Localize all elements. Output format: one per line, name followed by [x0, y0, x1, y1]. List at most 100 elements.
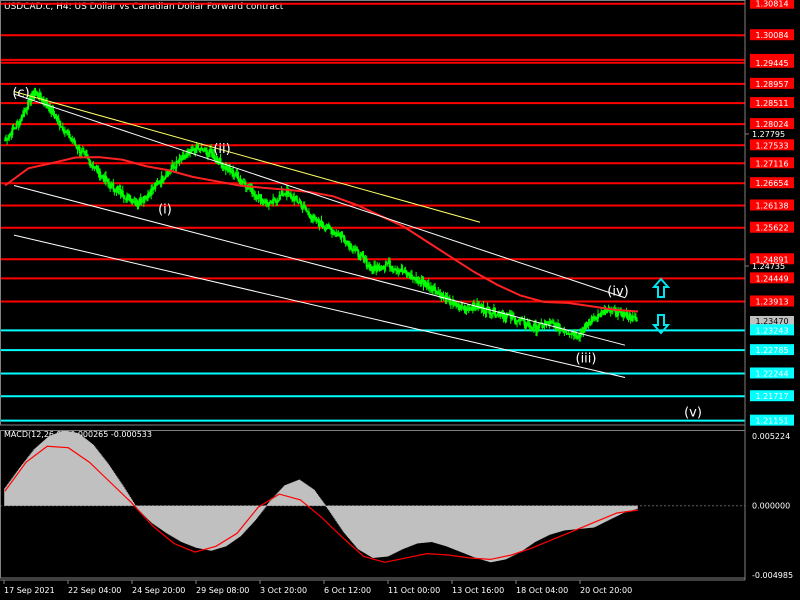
- macd-bar: [311, 488, 313, 506]
- candle-body: [230, 170, 233, 173]
- macd-bar: [476, 505, 478, 559]
- wave-label: (iv): [607, 285, 628, 300]
- candle-body: [353, 249, 356, 251]
- macd-bar: [100, 455, 103, 506]
- macd-bar: [114, 474, 117, 506]
- macd-bar: [623, 505, 626, 513]
- candle-body: [256, 198, 259, 200]
- candle-body: [571, 332, 574, 334]
- candle-body: [183, 155, 186, 158]
- candle-body: [254, 195, 257, 197]
- candle-body: [341, 235, 344, 237]
- resistance-level-tag-label: 1.26138: [755, 201, 788, 210]
- macd-bar: [390, 505, 392, 555]
- candle-body: [503, 314, 506, 318]
- candle-body: [117, 188, 120, 190]
- candle-body: [541, 324, 544, 329]
- macd-bar: [554, 505, 556, 534]
- macd-bar: [56, 432, 59, 506]
- macd-bar: [503, 505, 506, 560]
- macd-bar: [31, 451, 34, 506]
- macd-bar: [398, 505, 401, 551]
- macd-bar: [625, 505, 628, 513]
- candle-body: [37, 96, 40, 99]
- candle-body: [502, 314, 505, 318]
- macd-bar: [386, 505, 389, 557]
- candle-body: [216, 158, 219, 162]
- macd-bar: [99, 454, 102, 506]
- macd-bar: [527, 505, 530, 547]
- candle-body: [215, 158, 218, 160]
- candle-body: [283, 193, 286, 195]
- macd-bar: [424, 505, 427, 543]
- candle-body: [614, 308, 617, 317]
- candle-body: [105, 179, 108, 182]
- candle-body: [390, 266, 393, 269]
- candle-body: [393, 269, 396, 271]
- candle-body: [134, 201, 137, 205]
- macd-bar: [96, 450, 99, 506]
- candle-body: [120, 190, 123, 195]
- macd-bar: [270, 500, 272, 506]
- candle-body: [14, 128, 17, 130]
- candle-body: [359, 254, 362, 260]
- candle-body: [189, 151, 192, 154]
- time-tick-label: 29 Sep 08:00: [196, 586, 249, 595]
- candle-body: [504, 314, 507, 319]
- macd-bar: [587, 505, 590, 528]
- time-tick-label: 20 Oct 20:00: [580, 586, 632, 595]
- macd-bar: [177, 505, 180, 541]
- candle-body: [46, 102, 49, 107]
- candle-body: [321, 225, 324, 227]
- macd-bar: [544, 505, 547, 537]
- macd-bar: [575, 505, 577, 530]
- macd-bar: [230, 505, 232, 543]
- macd-bar: [501, 505, 504, 560]
- candle-body: [345, 241, 348, 244]
- candle-body: [524, 325, 527, 327]
- candle-body: [408, 275, 411, 279]
- candle-body: [291, 196, 294, 199]
- macd-bar: [329, 505, 331, 512]
- candle-body: [290, 194, 293, 199]
- candle-body: [603, 310, 606, 314]
- candle-body: [173, 166, 176, 168]
- macd-bar: [192, 505, 195, 547]
- candle-body: [427, 283, 430, 289]
- macd-bar: [351, 505, 353, 542]
- macd-bar: [212, 505, 214, 551]
- candle-body: [510, 314, 513, 319]
- candle-body: [77, 146, 80, 150]
- macd-tick-label: 0.005224: [752, 432, 790, 441]
- candle-body: [224, 165, 227, 171]
- macd-bar: [107, 463, 109, 506]
- candle-body: [88, 158, 91, 161]
- candle-body: [606, 309, 609, 311]
- macd-bar: [294, 481, 297, 506]
- resistance-level-tag-bg: [750, 29, 794, 41]
- candle-body: [380, 268, 383, 270]
- candle-body: [298, 202, 301, 204]
- macd-bar: [4, 488, 6, 506]
- macd-bar: [34, 448, 37, 506]
- candle-body: [241, 181, 244, 183]
- macd-bar: [301, 481, 304, 506]
- candle-body: [123, 198, 126, 200]
- candle-body: [297, 202, 300, 204]
- candle-body: [592, 318, 595, 320]
- macd-bar: [482, 505, 485, 561]
- macd-bar: [400, 505, 403, 550]
- candle-body: [53, 114, 56, 118]
- macd-bar: [569, 505, 572, 530]
- candle-body: [211, 151, 214, 157]
- macd-bar: [454, 505, 456, 550]
- candle-body: [13, 128, 16, 130]
- candle-body: [417, 280, 420, 284]
- candle-body: [370, 266, 373, 270]
- candle-body: [438, 292, 441, 294]
- macd-bar: [368, 505, 370, 556]
- macd-bar: [539, 505, 542, 540]
- candle-body: [270, 200, 273, 202]
- candle-body: [531, 328, 534, 330]
